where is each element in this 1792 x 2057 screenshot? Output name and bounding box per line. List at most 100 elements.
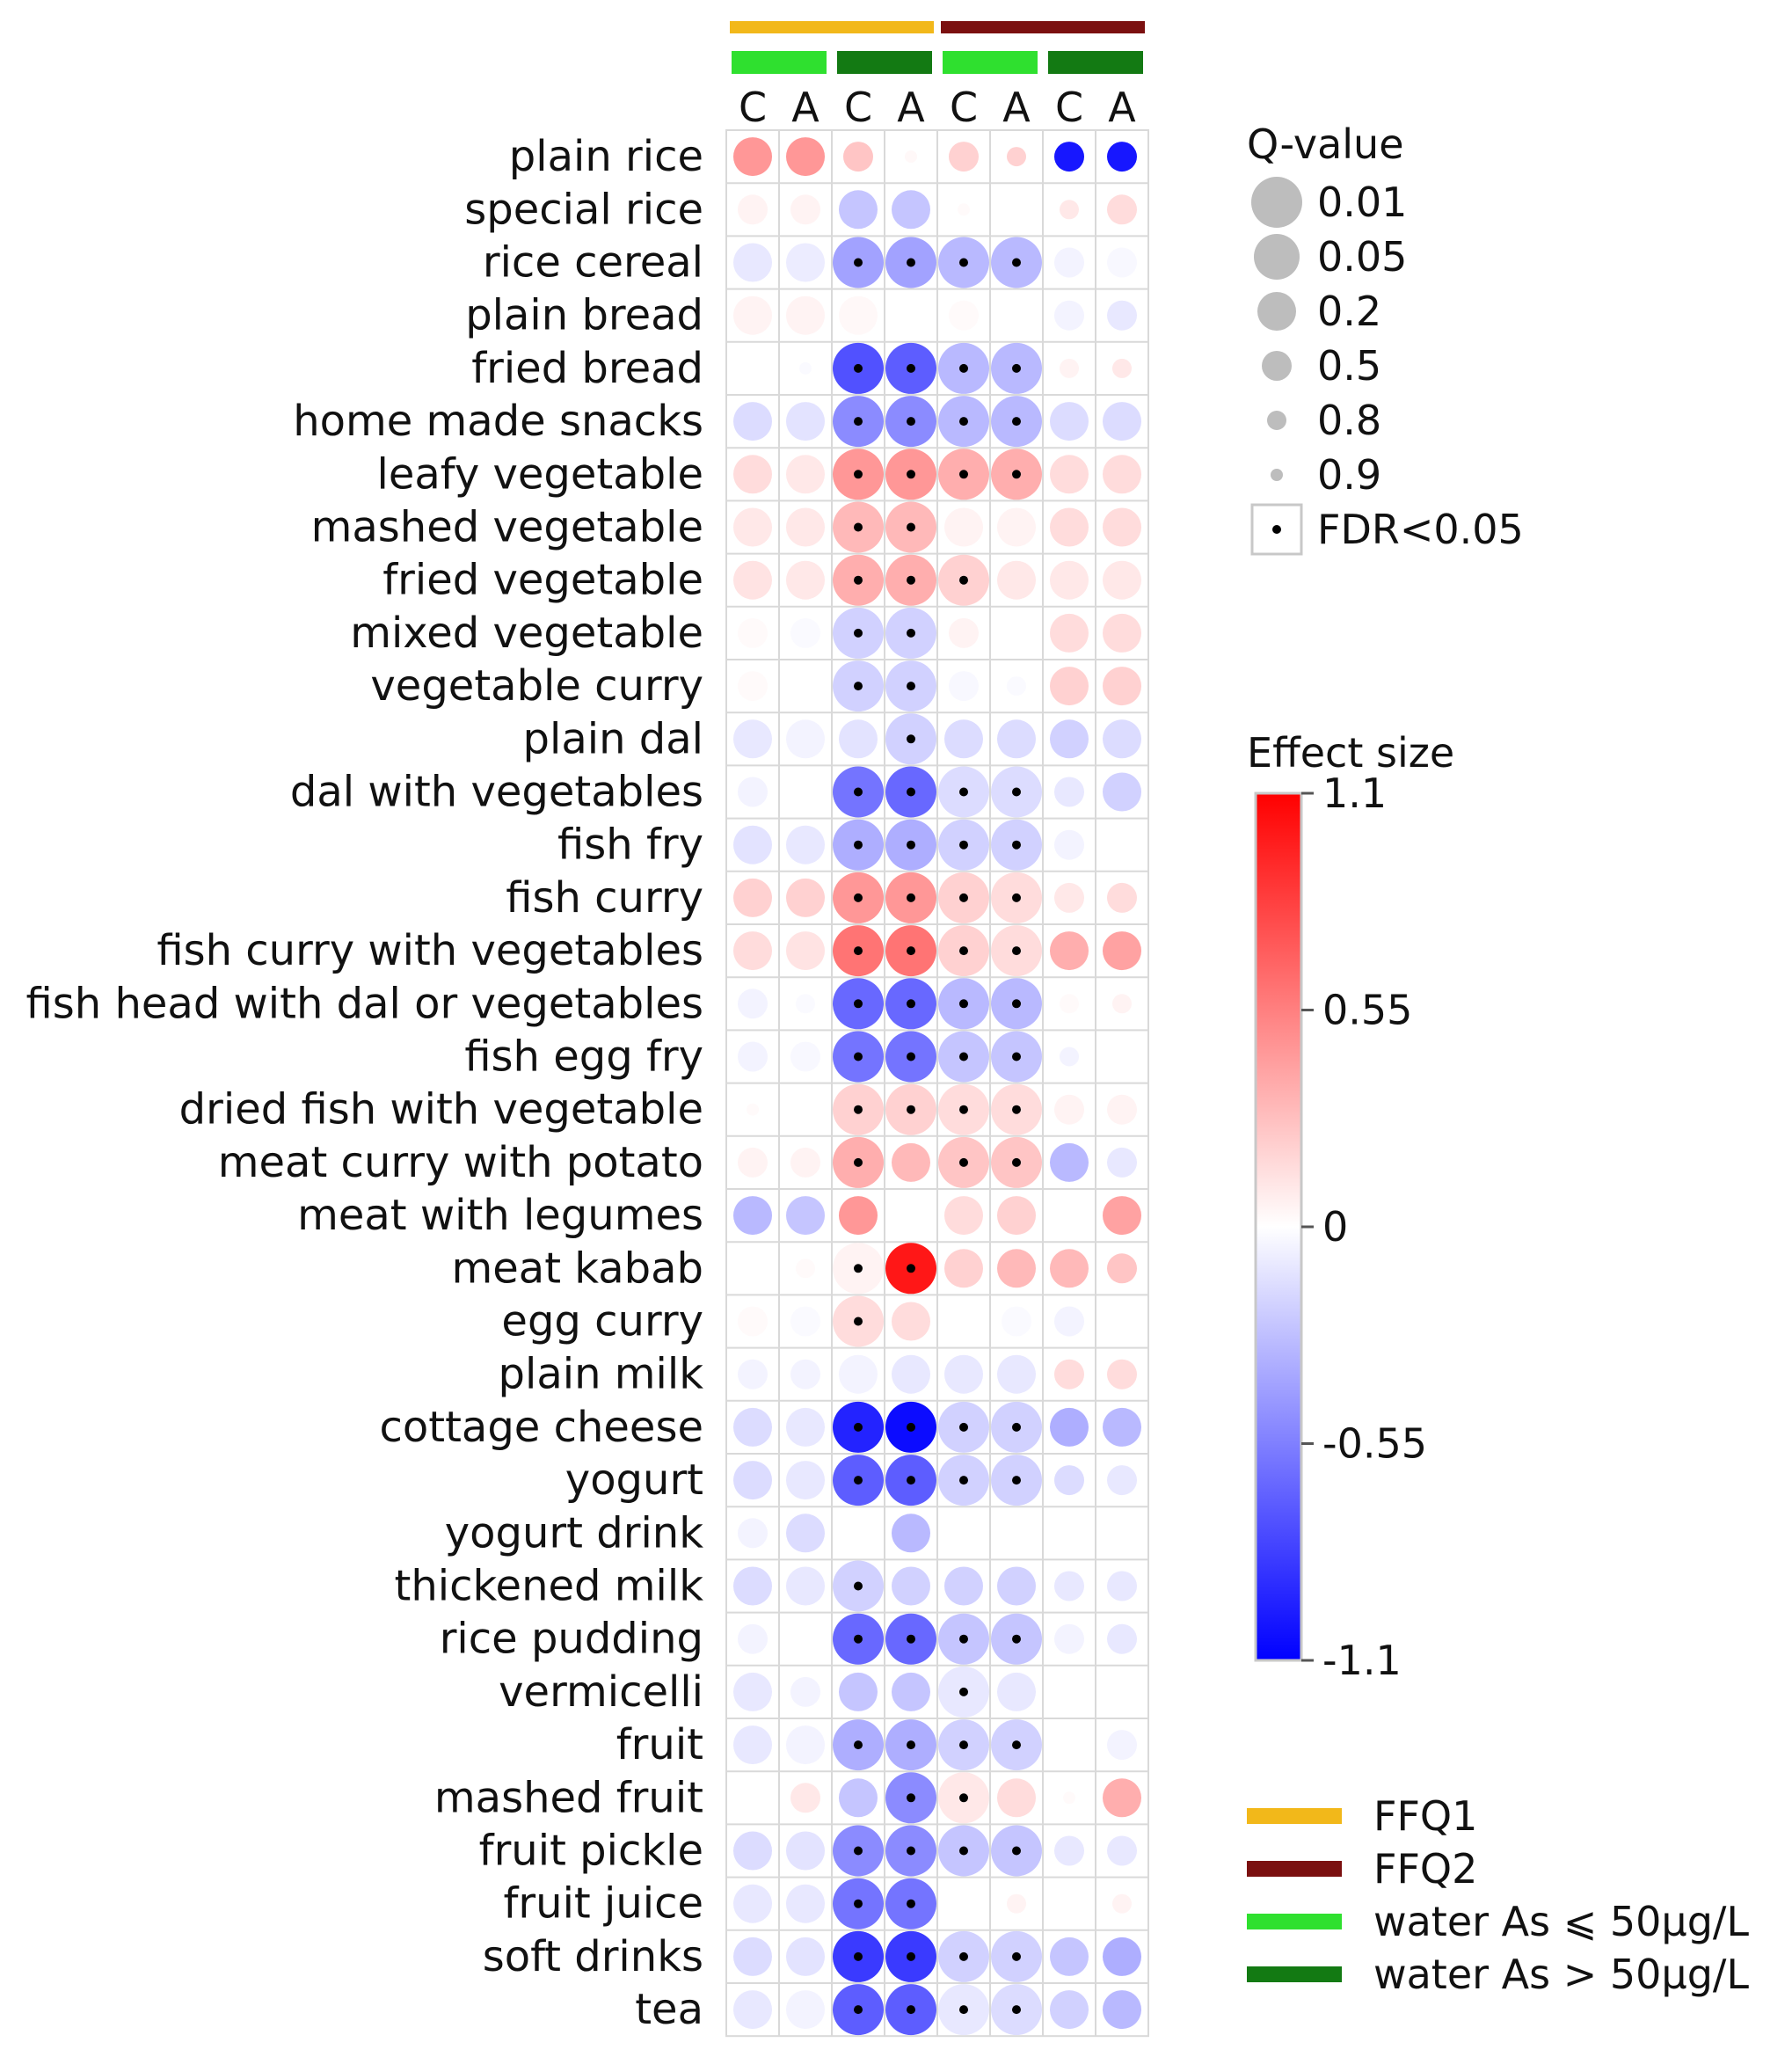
effect-dot bbox=[786, 560, 825, 600]
row-label-fish-fry: fish fry bbox=[557, 821, 703, 870]
effect-size-tick-label: 0 bbox=[1322, 1203, 1348, 1251]
fdr-marker bbox=[854, 946, 863, 956]
effect-dot bbox=[733, 1884, 772, 1923]
effect-dot bbox=[786, 1461, 825, 1500]
effect-dot bbox=[1103, 560, 1141, 600]
fdr-marker bbox=[1012, 1157, 1021, 1167]
column-label: C bbox=[844, 84, 872, 131]
fdr-marker bbox=[854, 1740, 863, 1750]
effect-dot bbox=[733, 1566, 772, 1606]
fdr-marker bbox=[907, 1951, 915, 1961]
fdr-marker bbox=[854, 999, 863, 1009]
effect-dot bbox=[786, 1937, 825, 1976]
fdr-marker bbox=[854, 2005, 863, 2015]
row-label-dal-with-vegetables: dal with vegetables bbox=[290, 768, 703, 817]
effect-dot bbox=[799, 785, 812, 799]
effect-dot bbox=[1060, 1735, 1079, 1755]
q-value-legend-label: 0.8 bbox=[1317, 397, 1381, 444]
q-value-legend-title: Q-value bbox=[1247, 120, 1404, 168]
effect-dot bbox=[1112, 994, 1132, 1014]
effect-dot bbox=[1050, 613, 1089, 653]
effect-dot bbox=[892, 1672, 930, 1711]
row-label-special-rice: special rice bbox=[464, 185, 703, 234]
effect-dot bbox=[733, 1831, 772, 1871]
effect-dot bbox=[839, 1778, 878, 1818]
group-legend-label: FFQ1 bbox=[1373, 1792, 1477, 1840]
fdr-marker bbox=[959, 470, 968, 479]
effect-dot bbox=[944, 1196, 983, 1236]
q-value-legend-dot bbox=[1262, 351, 1292, 381]
effect-dot bbox=[1103, 1196, 1141, 1236]
row-label-plain-dal: plain dal bbox=[523, 714, 703, 763]
fdr-marker bbox=[959, 1951, 968, 1961]
effect-dot bbox=[786, 825, 825, 864]
effect-dot bbox=[790, 617, 820, 648]
fdr-marker bbox=[907, 2005, 915, 2015]
row-label-mashed-fruit: mashed fruit bbox=[434, 1773, 703, 1822]
fdr-marker bbox=[907, 258, 915, 267]
effect-dot bbox=[1112, 1311, 1132, 1331]
effect-dot bbox=[1107, 194, 1137, 225]
row-label-vermicelli: vermicelli bbox=[499, 1667, 703, 1717]
fdr-marker bbox=[1012, 363, 1021, 373]
effect-dot bbox=[958, 1897, 970, 1910]
effect-dot bbox=[1116, 1527, 1128, 1540]
effect-dot bbox=[733, 1990, 772, 2030]
effect-dot bbox=[786, 931, 825, 971]
fdr-marker bbox=[907, 1052, 915, 1061]
row-label-fruit-juice: fruit juice bbox=[504, 1879, 703, 1929]
effect-dot bbox=[738, 1518, 768, 1549]
effect-dot bbox=[949, 671, 979, 702]
fdr-legend-dot bbox=[1272, 525, 1281, 534]
effect-dot bbox=[786, 507, 825, 547]
effect-dot bbox=[733, 402, 772, 441]
row-label-plain-bread: plain bread bbox=[465, 291, 703, 340]
effect-dot bbox=[1007, 676, 1026, 697]
fdr-marker bbox=[959, 1687, 968, 1696]
subgroup-bar-2 bbox=[837, 51, 932, 74]
effect-dot bbox=[1054, 777, 1084, 807]
effect-dot bbox=[747, 1262, 759, 1275]
effect-dot bbox=[905, 150, 917, 164]
row-label-dried-fish-with-vegetable: dried fish with vegetable bbox=[179, 1085, 703, 1134]
group-legend: FFQ1 FFQ2 water As ⩽ 50µg/L water As > 50µg… bbox=[1247, 1792, 1749, 1998]
effect-dot bbox=[786, 1566, 825, 1606]
effect-dot bbox=[738, 777, 768, 807]
fdr-marker bbox=[1012, 1422, 1021, 1432]
effect-dot bbox=[733, 1407, 772, 1447]
effect-size-legend-title: Effect size bbox=[1247, 729, 1454, 777]
effect-dot bbox=[997, 1778, 1036, 1818]
effect-dot bbox=[733, 1461, 772, 1500]
effect-dot bbox=[1107, 1359, 1137, 1390]
effect-dot bbox=[1054, 1571, 1084, 1601]
group-legend-swatch bbox=[1247, 1861, 1342, 1877]
effect-dot bbox=[1103, 507, 1141, 547]
row-label-mashed-vegetable: mashed vegetable bbox=[311, 503, 703, 552]
row-label-fried-bread: fried bread bbox=[471, 344, 703, 393]
dot-matrix bbox=[733, 137, 1141, 2036]
effect-dot bbox=[1103, 931, 1141, 971]
fdr-marker bbox=[907, 363, 915, 373]
grid bbox=[725, 129, 1149, 2038]
fdr-marker bbox=[959, 1052, 968, 1061]
fdr-legend-label: FDR<0.05 bbox=[1317, 506, 1524, 553]
subgroup-bar-3 bbox=[943, 51, 1038, 74]
effect-size-tick-label: 0.55 bbox=[1322, 987, 1412, 1034]
fdr-marker bbox=[854, 628, 863, 638]
row-label-leafy-vegetable: leafy vegetable bbox=[376, 449, 703, 499]
fdr-marker bbox=[907, 1740, 915, 1750]
fdr-marker bbox=[1012, 1052, 1021, 1061]
group-bar-ffq1 bbox=[730, 21, 934, 33]
effect-dot bbox=[738, 1041, 768, 1072]
effect-dot bbox=[1007, 147, 1026, 167]
effect-dot bbox=[733, 878, 772, 917]
effect-dot bbox=[786, 1407, 825, 1447]
effect-dot bbox=[1054, 1306, 1084, 1337]
fdr-marker bbox=[854, 1105, 863, 1114]
fdr-marker bbox=[959, 575, 968, 585]
effect-dot bbox=[1050, 1990, 1089, 2030]
fdr-marker bbox=[1012, 946, 1021, 956]
fdr-marker bbox=[854, 1951, 863, 1961]
effect-dot bbox=[944, 1566, 983, 1606]
effect-dot bbox=[1103, 772, 1141, 812]
